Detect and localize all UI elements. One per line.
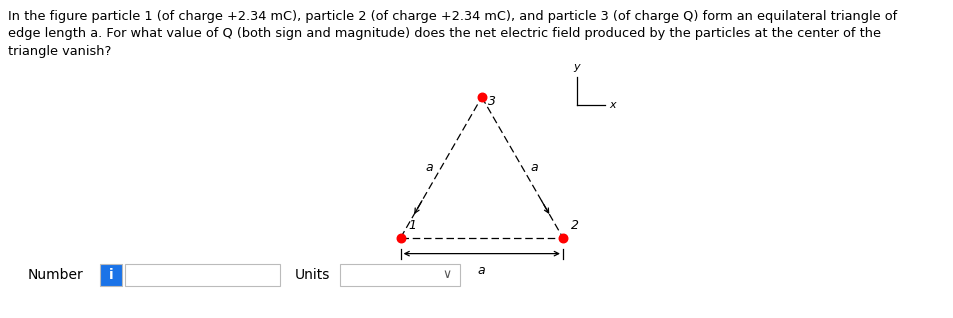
Text: 1: 1 — [408, 218, 416, 232]
Text: Units: Units — [294, 268, 330, 282]
Text: x: x — [609, 100, 616, 110]
FancyBboxPatch shape — [125, 264, 280, 286]
Text: ∨: ∨ — [442, 268, 452, 281]
Text: i: i — [109, 268, 113, 282]
FancyBboxPatch shape — [100, 264, 122, 286]
Point — [474, 95, 489, 100]
Point — [393, 235, 408, 240]
Text: 2: 2 — [570, 218, 578, 232]
Text: 3: 3 — [487, 95, 496, 108]
Text: y: y — [573, 62, 579, 72]
Point — [555, 235, 570, 240]
Text: a: a — [530, 161, 537, 174]
FancyBboxPatch shape — [339, 264, 459, 286]
Text: a: a — [477, 264, 485, 277]
Text: Number: Number — [28, 268, 84, 282]
Text: a: a — [425, 161, 433, 174]
Text: In the figure particle 1 (of charge +2.34 mC), particle 2 (of charge +2.34 mC), : In the figure particle 1 (of charge +2.3… — [8, 10, 897, 58]
